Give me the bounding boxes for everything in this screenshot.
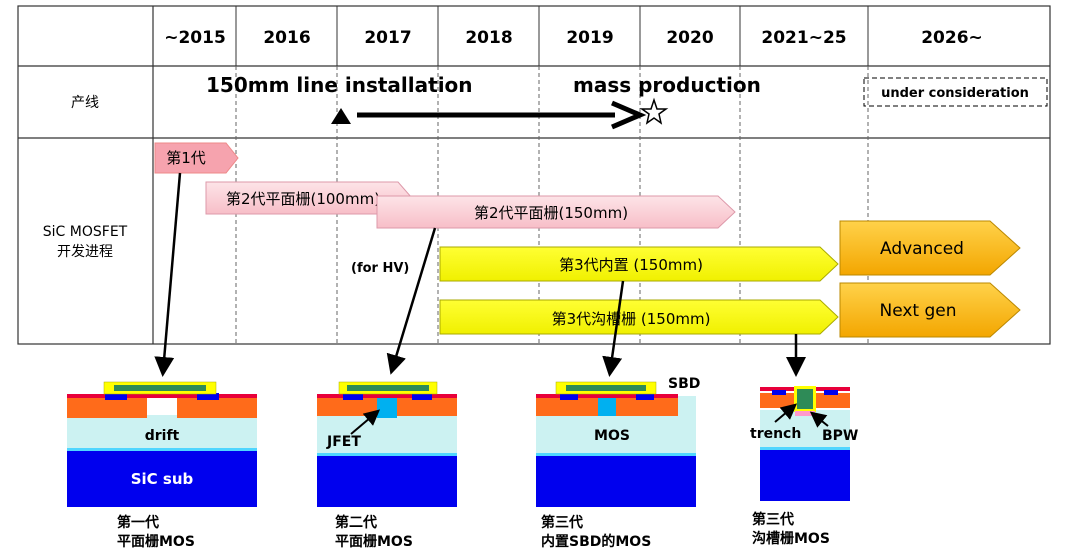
mos-label: MOS: [594, 428, 630, 444]
row-label-line: 产线: [71, 95, 99, 111]
caption-gen3sbd-line2: 内置SBD的MOS: [541, 533, 651, 550]
caption-gen3sbd-line1: 第三代: [541, 514, 583, 531]
gen2-150mm-label: 第2代平面栅(150mm): [474, 204, 628, 222]
gen1-arrow: [154, 142, 239, 174]
year-label: 2016: [263, 28, 310, 48]
year-label: 2026~: [921, 28, 983, 48]
star-icon: [639, 97, 669, 125]
caption-gen1-line2: 平面栅MOS: [117, 534, 195, 550]
gen3-trench-arrow: [439, 299, 839, 335]
under-consideration-text: under consideration: [881, 86, 1029, 101]
year-label: 2019: [566, 28, 613, 48]
bpw-label: BPW: [822, 428, 858, 444]
drift-label: drift: [145, 428, 180, 444]
gen3-trench-label: 第3代沟槽栅 (150mm): [552, 310, 711, 328]
row-labels: 产线 SiC MOSFET 开发进程: [43, 95, 128, 260]
caption-gen2-line2: 平面栅MOS: [335, 534, 413, 550]
next-gen-arrow: [839, 282, 1021, 338]
year-label: ~2015: [164, 28, 226, 48]
for-hv-label: (for HV): [351, 261, 409, 276]
production-line-row: 150mm line installation mass production …: [206, 73, 1048, 130]
year-header: ~2015 2016 2017 2018 2019 2020 2021~25 2…: [164, 28, 983, 48]
caption-gen3trench-line2: 沟槽栅MOS: [752, 530, 830, 547]
device-captions: 第一代 平面栅MOS 第二代 平面栅MOS 第三代 内置SBD的MOS 第三代 …: [117, 511, 830, 550]
generation-arrows: 第1代 第2代平面栅(100mm) 第2代平面栅(150mm) 第3代内置 (1…: [154, 142, 1021, 338]
gen1-label: 第1代: [166, 149, 206, 167]
trench-label: trench: [750, 426, 801, 442]
jfet-label: JFET: [326, 434, 361, 450]
device-gen2-planar: JFET: [317, 381, 457, 507]
year-label: 2021~25: [761, 28, 846, 48]
caption-gen1-line1: 第一代: [117, 514, 159, 531]
year-label: 2018: [465, 28, 512, 48]
caption-gen3trench-line1: 第三代: [752, 511, 794, 528]
sbd-label: SBD: [668, 376, 700, 392]
device-gen3-sbd: SBD MOS: [536, 376, 700, 507]
gen2-150mm-arrow: [376, 195, 736, 229]
sic-sub-label: SiC sub: [131, 470, 194, 488]
caption-gen2-line1: 第二代: [335, 514, 377, 531]
line-installation-text: 150mm line installation: [206, 73, 473, 97]
connector-arrows: [154, 172, 806, 377]
device-gen1-planar: drift SiC sub: [67, 381, 257, 507]
gen2-100mm-label: 第2代平面栅(100mm): [226, 190, 380, 208]
row-label-mosfet: 开发进程: [57, 244, 113, 260]
year-label: 2017: [364, 28, 411, 48]
row-label-mosfet: SiC MOSFET: [43, 224, 128, 240]
mass-production-text: mass production: [573, 73, 761, 97]
arrowhead-icon: [611, 100, 647, 130]
next-gen-label: Next gen: [879, 301, 956, 321]
year-label: 2020: [666, 28, 713, 48]
triangle-icon: [331, 108, 351, 124]
advanced-label: Advanced: [880, 239, 964, 259]
gen3-sbd-arrow: [439, 246, 839, 282]
gen3-sbd-label: 第3代内置 (150mm): [559, 256, 703, 274]
advanced-arrow: [839, 220, 1021, 276]
device-gen3-trench: trench BPW: [750, 386, 858, 501]
under-consideration-box: [863, 77, 1048, 107]
